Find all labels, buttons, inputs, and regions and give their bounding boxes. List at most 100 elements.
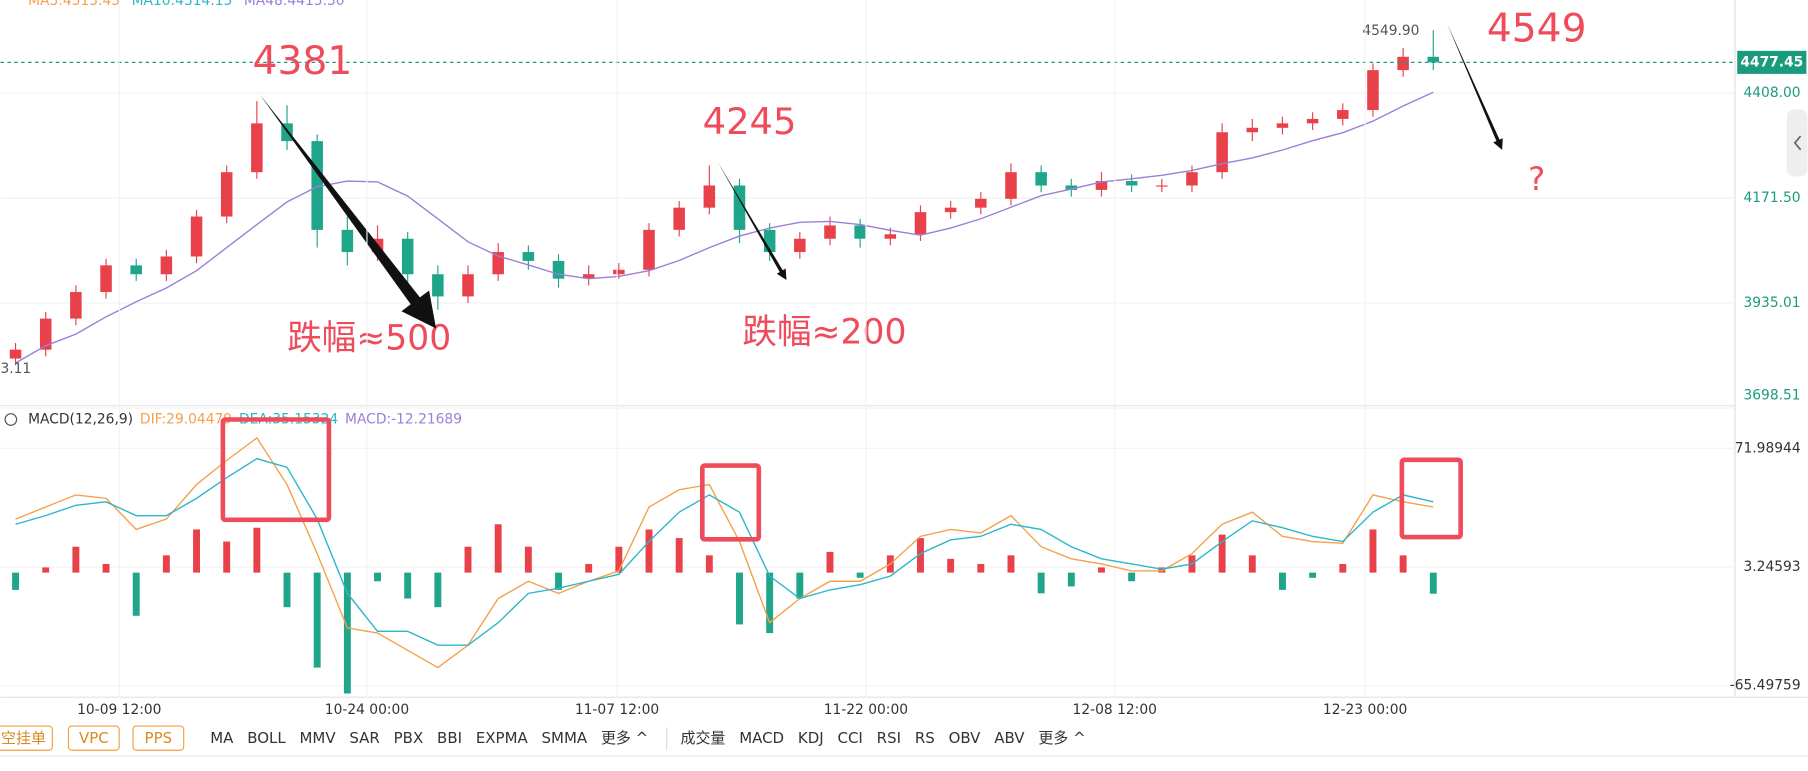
candle-body: [552, 260, 565, 279]
macd-bar: [1369, 529, 1377, 573]
indicator-option[interactable]: 成交量: [680, 729, 725, 747]
macd-bar: [1067, 572, 1075, 587]
toolbar-button[interactable]: [0, 725, 53, 751]
high-label: 4549.90: [1362, 23, 1419, 39]
dif-line: [15, 436, 1434, 669]
toolbar-button-label[interactable]: VPC: [79, 729, 109, 747]
candle-body: [914, 212, 927, 235]
overlay-option[interactable]: BBI: [437, 729, 462, 747]
macd-bar: [1248, 555, 1256, 573]
overlay-option[interactable]: MMV: [299, 729, 336, 747]
macd-bar: [1429, 572, 1437, 594]
y-tick-label: -65.49759: [1730, 678, 1801, 694]
macd-bar: [343, 572, 351, 694]
candle-body: [432, 274, 444, 297]
candle-body: [884, 234, 897, 239]
macd-bar: [162, 555, 170, 573]
indicator-option[interactable]: MACD: [739, 729, 784, 747]
macd-bar: [917, 538, 924, 573]
overlay-option[interactable]: MA: [210, 729, 234, 747]
candle-body: [703, 185, 716, 208]
y-tick-label: 4171.50: [1743, 190, 1800, 206]
toolbar-button[interactable]: [132, 725, 185, 751]
ma-legend: MA48:4415.30: [244, 0, 345, 9]
collapse-button[interactable]: [1786, 109, 1808, 177]
macd-bar: [283, 572, 291, 608]
macd-bar: [1037, 572, 1045, 594]
arrow: [259, 94, 437, 329]
indicator-option[interactable]: OBV: [949, 729, 982, 747]
macd-bar: [1399, 555, 1407, 573]
x-tick-label: 12-23 00:00: [1323, 702, 1407, 718]
macd-bar: [72, 546, 80, 573]
indicator-option[interactable]: RSI: [877, 729, 901, 747]
candle-body: [1306, 118, 1319, 124]
toolbar-button-label[interactable]: 空挂单: [1, 729, 46, 747]
overlay-option[interactable]: SAR: [349, 729, 379, 747]
macd-bar: [404, 572, 412, 599]
macd-bar: [856, 572, 864, 578]
overlay-option[interactable]: BOLL: [247, 729, 286, 747]
annotation: 跌幅≈500: [287, 318, 451, 358]
macd-bar: [585, 563, 593, 573]
arrow: [717, 161, 787, 281]
candle-body: [763, 229, 776, 253]
y-tick-label: 71.98944: [1735, 440, 1801, 456]
annotation: 跌幅≈200: [742, 313, 906, 353]
low-label: 3.11: [0, 361, 31, 377]
candle-body: [643, 229, 655, 270]
x-tick-label: 12-08 12:00: [1073, 702, 1157, 718]
toolbar-button-label[interactable]: PPS: [145, 729, 173, 747]
indicator-option[interactable]: CCI: [838, 729, 863, 747]
x-tick-label: 10-24 00:00: [325, 702, 409, 718]
macd-bar: [102, 563, 110, 573]
candle-body: [944, 207, 957, 213]
macd-bar: [645, 529, 653, 573]
macd-bar: [374, 572, 381, 582]
candle-body: [733, 185, 746, 230]
macd-bar: [524, 546, 532, 573]
overlay-option[interactable]: EXPMA: [476, 729, 529, 747]
indicator-option[interactable]: KDJ: [798, 729, 824, 747]
macd-bar: [766, 572, 774, 634]
candle-body: [1005, 172, 1017, 199]
annotation: ?: [1528, 160, 1545, 198]
ma-legend: MA5:4515.43: [28, 0, 120, 9]
x-tick-label: 11-07 12:00: [575, 702, 659, 718]
candle-body: [130, 265, 142, 275]
macd-bar: [796, 572, 804, 599]
arrow: [1446, 23, 1503, 150]
indicator-option[interactable]: ABV: [994, 729, 1025, 747]
overlay-option[interactable]: PBX: [394, 729, 424, 747]
collapse-icon: [1793, 135, 1802, 151]
candle-body: [160, 256, 173, 275]
highlight-box: [700, 463, 762, 542]
macd-bar: [1309, 572, 1317, 578]
candle-body: [824, 225, 836, 239]
macd-bar: [193, 529, 200, 573]
macd-bar: [1007, 555, 1015, 573]
macd-bar: [313, 572, 321, 668]
y-tick-label: 3935.01: [1743, 295, 1800, 311]
settings-icon[interactable]: [4, 413, 18, 426]
overlay-option[interactable]: 更多 ^: [601, 729, 648, 747]
candle-body: [1397, 56, 1409, 71]
candle-body: [1337, 110, 1349, 119]
candle-body: [311, 141, 323, 230]
macd-bar: [12, 572, 20, 590]
candle-body: [401, 238, 414, 275]
x-tick-label: 10-09 12:00: [77, 702, 161, 718]
overlay-option[interactable]: SMMA: [542, 729, 588, 747]
annotation: 4381: [253, 39, 353, 84]
indicator-option[interactable]: RS: [915, 729, 935, 747]
indicator-option[interactable]: 更多 ^: [1038, 729, 1085, 747]
toolbar-button[interactable]: [67, 725, 120, 751]
candle-body: [1095, 181, 1108, 190]
macd-bar: [253, 527, 261, 573]
last-price-label: 4477.45: [1740, 54, 1803, 70]
macd-bar: [434, 572, 442, 608]
candle-body: [9, 349, 22, 359]
macd-bar: [705, 555, 713, 573]
